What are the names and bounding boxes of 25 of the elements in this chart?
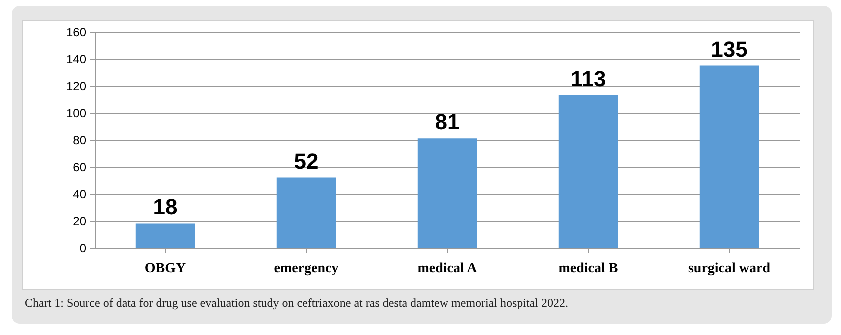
y-tick-label: 40: [73, 188, 87, 202]
data-label: 113: [570, 66, 606, 92]
y-tick-label: 140: [66, 52, 87, 66]
x-tick-label: medical A: [418, 262, 478, 276]
caption: Chart 1: Source of data for drug use evaluation study on ceftriaxone at ras desta damtew memorial hospital 2022.: [25, 296, 569, 311]
x-tick-label: medical B: [558, 262, 618, 276]
bar: [418, 138, 478, 248]
y-tick-label: 100: [66, 106, 87, 120]
y-tick-label: 60: [73, 160, 87, 174]
bar: [136, 224, 196, 248]
y-tick-label: 0: [80, 242, 87, 256]
x-tick-label: OBGY: [144, 262, 186, 276]
bar: [276, 178, 336, 248]
y-tick-label: 160: [66, 26, 87, 40]
y-tick-label: 20: [73, 214, 87, 228]
y-tick-label: 120: [66, 80, 87, 94]
data-label: 52: [294, 148, 319, 174]
data-label: 135: [711, 36, 748, 62]
y-tick-label: 80: [73, 134, 87, 148]
bar: [700, 66, 760, 248]
x-tick-label: emergency: [274, 262, 339, 276]
x-tick-label: surgical ward: [688, 262, 771, 276]
data-label: 81: [435, 110, 460, 135]
data-label: 18: [153, 194, 178, 220]
bar: [558, 95, 618, 248]
